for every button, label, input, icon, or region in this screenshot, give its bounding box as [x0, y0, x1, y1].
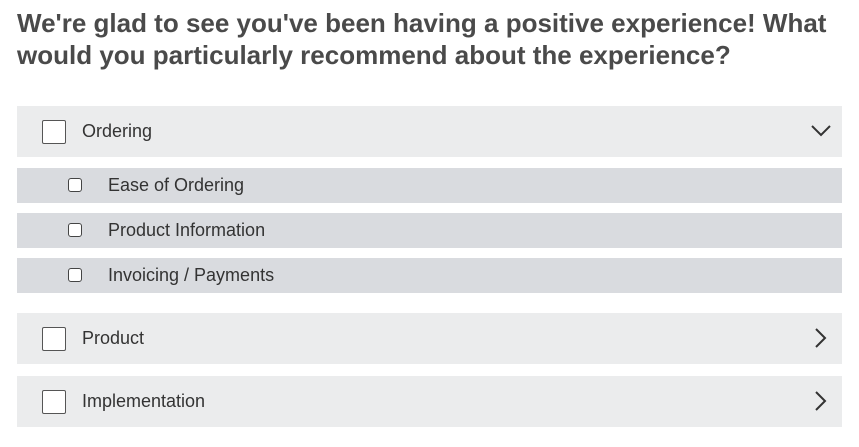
invoicing-payments-checkbox[interactable] [68, 268, 82, 282]
option-ease-of-ordering[interactable]: Ease of Ordering [17, 168, 842, 203]
ordering-checkbox[interactable] [42, 120, 66, 144]
product-information-label: Product Information [108, 220, 266, 240]
invoicing-payments-label: Invoicing / Payments [108, 265, 275, 285]
option-invoicing-payments[interactable]: Invoicing / Payments [17, 258, 842, 293]
category-product[interactable]: Product [17, 313, 842, 364]
category-implementation[interactable]: Implementation [17, 376, 842, 427]
implementation-label: Implementation [82, 391, 206, 411]
ease-of-ordering-label: Ease of Ordering [108, 175, 245, 195]
product-information-checkbox[interactable] [68, 223, 82, 237]
question-title: We're glad to see you've been having a p… [17, 8, 827, 70]
chevron-right-icon[interactable] [808, 325, 834, 351]
category-ordering[interactable]: Ordering [17, 106, 842, 157]
chevron-down-icon[interactable] [808, 118, 834, 144]
option-product-information[interactable]: Product Information [17, 213, 842, 248]
ordering-label: Ordering [82, 121, 153, 141]
product-label: Product [82, 328, 145, 348]
ease-of-ordering-checkbox[interactable] [68, 178, 82, 192]
implementation-checkbox[interactable] [42, 390, 66, 414]
product-checkbox[interactable] [42, 327, 66, 351]
chevron-right-icon[interactable] [808, 388, 834, 414]
